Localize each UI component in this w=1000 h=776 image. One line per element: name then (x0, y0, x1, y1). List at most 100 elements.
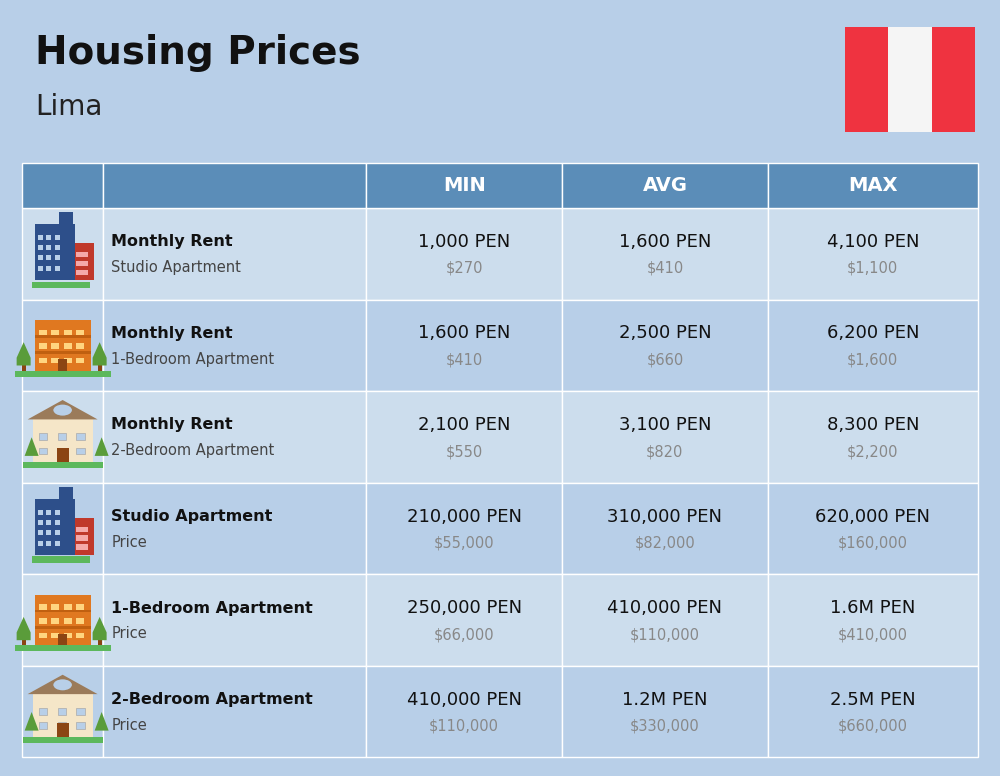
Polygon shape (93, 617, 107, 640)
FancyBboxPatch shape (103, 391, 366, 483)
FancyBboxPatch shape (46, 541, 51, 546)
Text: 410,000 PEN: 410,000 PEN (607, 599, 722, 617)
FancyBboxPatch shape (55, 245, 60, 250)
Text: $110,000: $110,000 (630, 627, 700, 643)
Text: $1,100: $1,100 (847, 261, 898, 276)
Text: 1.2M PEN: 1.2M PEN (622, 691, 708, 708)
Polygon shape (17, 617, 31, 640)
Text: 1,600 PEN: 1,600 PEN (619, 233, 711, 251)
Polygon shape (25, 712, 39, 731)
FancyBboxPatch shape (51, 330, 59, 335)
Text: $55,000: $55,000 (434, 535, 494, 551)
Text: MAX: MAX (848, 176, 898, 195)
FancyBboxPatch shape (768, 574, 978, 666)
Text: $110,000: $110,000 (429, 719, 499, 734)
FancyBboxPatch shape (35, 224, 75, 280)
FancyBboxPatch shape (55, 255, 60, 260)
FancyBboxPatch shape (76, 358, 84, 363)
FancyBboxPatch shape (35, 320, 91, 371)
Text: Studio Apartment: Studio Apartment (111, 509, 273, 524)
FancyBboxPatch shape (32, 556, 90, 563)
Text: $270: $270 (445, 261, 483, 276)
Text: $160,000: $160,000 (838, 535, 908, 551)
Polygon shape (95, 438, 109, 456)
Text: Price: Price (111, 718, 147, 733)
Polygon shape (28, 674, 98, 694)
Text: 250,000 PEN: 250,000 PEN (407, 599, 522, 617)
FancyBboxPatch shape (76, 261, 88, 266)
FancyBboxPatch shape (55, 235, 60, 240)
Text: Monthly Rent: Monthly Rent (111, 234, 233, 249)
Text: Housing Prices: Housing Prices (35, 34, 361, 71)
FancyBboxPatch shape (366, 163, 562, 208)
FancyBboxPatch shape (22, 666, 103, 757)
Text: $2,200: $2,200 (847, 444, 899, 459)
FancyBboxPatch shape (768, 208, 978, 300)
FancyBboxPatch shape (366, 574, 562, 666)
FancyBboxPatch shape (22, 163, 103, 208)
Text: Price: Price (111, 535, 147, 549)
Text: $82,000: $82,000 (635, 535, 695, 551)
Text: $410: $410 (446, 352, 483, 368)
Text: 410,000 PEN: 410,000 PEN (407, 691, 522, 708)
Text: $66,000: $66,000 (434, 627, 494, 643)
Text: $330,000: $330,000 (630, 719, 700, 734)
FancyBboxPatch shape (55, 266, 60, 271)
FancyBboxPatch shape (15, 371, 111, 377)
Text: $1,600: $1,600 (847, 352, 898, 368)
Text: 2,500 PEN: 2,500 PEN (619, 324, 711, 342)
FancyBboxPatch shape (103, 163, 366, 208)
FancyBboxPatch shape (46, 510, 51, 514)
Text: $820: $820 (646, 444, 684, 459)
FancyBboxPatch shape (22, 359, 26, 371)
FancyBboxPatch shape (76, 605, 84, 610)
Text: Price: Price (111, 626, 147, 641)
FancyBboxPatch shape (51, 358, 59, 363)
FancyBboxPatch shape (103, 666, 366, 757)
FancyBboxPatch shape (35, 594, 91, 646)
FancyBboxPatch shape (58, 359, 67, 371)
FancyBboxPatch shape (64, 330, 72, 335)
FancyBboxPatch shape (59, 487, 73, 499)
Polygon shape (17, 342, 31, 365)
FancyBboxPatch shape (76, 527, 88, 532)
Text: 1.6M PEN: 1.6M PEN (830, 599, 916, 617)
FancyBboxPatch shape (366, 300, 562, 391)
FancyBboxPatch shape (51, 343, 59, 349)
FancyBboxPatch shape (38, 530, 43, 535)
FancyBboxPatch shape (76, 708, 85, 715)
FancyBboxPatch shape (55, 530, 60, 535)
Polygon shape (28, 400, 98, 420)
FancyBboxPatch shape (23, 737, 103, 743)
FancyBboxPatch shape (55, 510, 60, 514)
FancyBboxPatch shape (58, 722, 66, 729)
FancyBboxPatch shape (58, 634, 67, 646)
FancyBboxPatch shape (76, 343, 84, 349)
FancyBboxPatch shape (35, 352, 91, 354)
FancyBboxPatch shape (46, 520, 51, 525)
FancyBboxPatch shape (22, 208, 103, 300)
Text: 2-Bedroom Apartment: 2-Bedroom Apartment (111, 443, 275, 458)
FancyBboxPatch shape (76, 632, 84, 638)
FancyBboxPatch shape (76, 270, 88, 275)
FancyBboxPatch shape (46, 235, 51, 240)
Polygon shape (93, 342, 107, 365)
FancyBboxPatch shape (39, 632, 47, 638)
FancyBboxPatch shape (103, 300, 366, 391)
FancyBboxPatch shape (98, 633, 102, 646)
FancyBboxPatch shape (72, 243, 94, 280)
FancyBboxPatch shape (768, 666, 978, 757)
FancyBboxPatch shape (22, 633, 26, 646)
FancyBboxPatch shape (562, 163, 768, 208)
FancyBboxPatch shape (46, 266, 51, 271)
FancyBboxPatch shape (76, 330, 84, 335)
FancyBboxPatch shape (562, 391, 768, 483)
Text: 3,100 PEN: 3,100 PEN (619, 416, 711, 434)
FancyBboxPatch shape (366, 208, 562, 300)
FancyBboxPatch shape (51, 618, 59, 624)
FancyBboxPatch shape (38, 520, 43, 525)
Text: 4,100 PEN: 4,100 PEN (827, 233, 919, 251)
FancyBboxPatch shape (72, 518, 94, 555)
FancyBboxPatch shape (22, 483, 103, 574)
FancyBboxPatch shape (38, 235, 43, 240)
